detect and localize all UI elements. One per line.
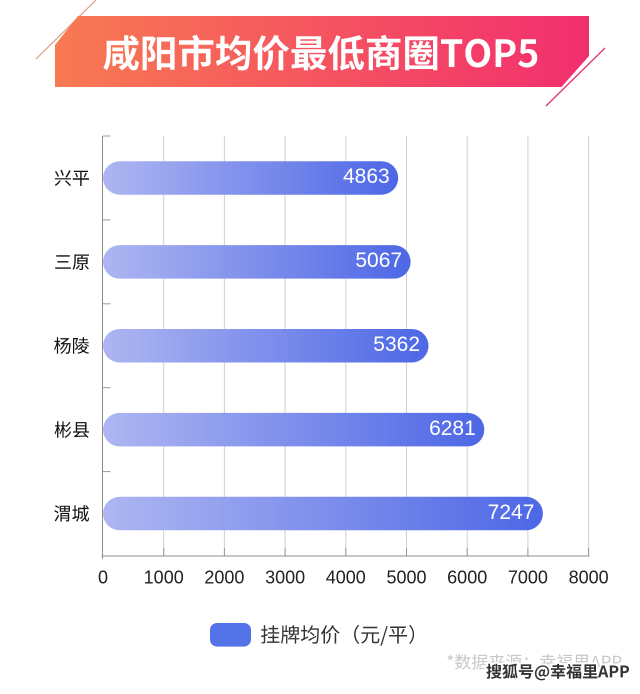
svg-text:3000: 3000: [265, 568, 305, 588]
svg-text:8000: 8000: [569, 568, 609, 588]
svg-text:5362: 5362: [373, 333, 420, 356]
svg-text:7000: 7000: [508, 568, 548, 588]
svg-text:5067: 5067: [355, 249, 402, 272]
svg-text:7247: 7247: [488, 501, 535, 524]
svg-text:2000: 2000: [204, 568, 244, 588]
svg-text:4000: 4000: [326, 568, 366, 588]
svg-text:6281: 6281: [429, 417, 476, 440]
svg-text:1000: 1000: [144, 568, 184, 588]
svg-text:0: 0: [98, 568, 108, 588]
svg-text:6000: 6000: [447, 568, 487, 588]
svg-text:4863: 4863: [343, 165, 390, 188]
svg-text:5000: 5000: [386, 568, 426, 588]
